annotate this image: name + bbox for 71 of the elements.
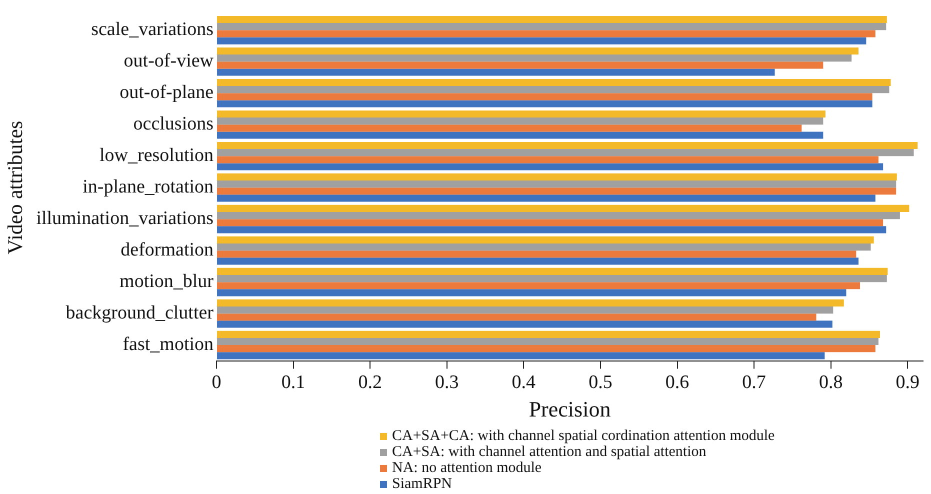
bar — [217, 299, 844, 306]
bar — [217, 330, 880, 338]
bar — [217, 149, 914, 156]
y-tick-label: scale_variations — [91, 19, 214, 40]
bar — [217, 173, 897, 181]
bar — [217, 320, 832, 328]
bar — [217, 68, 775, 76]
y-tick-label: occlusions — [133, 114, 214, 135]
bar — [217, 156, 878, 164]
bar — [217, 226, 886, 234]
bar — [217, 180, 896, 188]
y-tick-label: background_clutter — [66, 302, 214, 324]
bar — [217, 289, 846, 296]
x-tick-label: 0.7 — [742, 372, 766, 394]
y-tick-label: out-of-view — [124, 50, 214, 72]
legend-label: NA: no attention module — [392, 460, 542, 476]
x-tick-label: 0.4 — [512, 372, 536, 394]
legend-label: CA+SA+CA: with channel spatial cordination attention module — [392, 428, 775, 444]
bar — [217, 93, 872, 100]
legend-label: CA+SA: with channel attention and spatial attention — [392, 444, 706, 460]
y-tick-label: illumination_variations — [36, 208, 214, 230]
bar — [217, 268, 888, 275]
bar — [217, 78, 891, 86]
y-tick-label: fast_motion — [122, 334, 214, 356]
bar — [217, 194, 876, 202]
x-tick-label: 0.2 — [358, 372, 382, 394]
y-tick-label: deformation — [120, 240, 214, 261]
bar — [217, 219, 884, 226]
bar — [217, 86, 890, 94]
bar — [217, 124, 802, 132]
bar — [217, 37, 866, 44]
bar — [217, 188, 896, 195]
bar — [217, 236, 874, 244]
bar — [217, 352, 825, 360]
x-tick-label: 0.3 — [435, 372, 459, 394]
y-axis-title: Video attributes — [3, 120, 28, 254]
x-tick-label: 0 — [212, 372, 222, 394]
bar — [217, 118, 824, 125]
bar — [217, 306, 834, 314]
bar — [217, 30, 876, 38]
bar — [217, 258, 858, 265]
bar — [217, 204, 910, 212]
bar — [217, 314, 816, 321]
x-tick-label: 0.5 — [588, 372, 612, 394]
x-tick-label: 0.1 — [281, 372, 306, 394]
bar — [217, 243, 871, 251]
bar — [217, 16, 887, 24]
bar — [217, 163, 884, 170]
bar — [217, 62, 824, 69]
x-tick-label: 0.9 — [896, 372, 920, 394]
y-tick-label: in-plane_rotation — [82, 176, 214, 198]
bar — [217, 100, 872, 108]
y-tick-label: low_resolution — [100, 145, 214, 166]
bar — [217, 345, 876, 352]
bar — [217, 132, 824, 139]
bar — [217, 250, 856, 258]
legend-label: SiamRPN — [392, 476, 452, 492]
x-tick-label: 0.8 — [818, 372, 843, 394]
bar — [217, 338, 878, 346]
bar — [217, 282, 860, 290]
y-tick-label: motion_blur — [120, 271, 214, 292]
y-tick-label: out-of-plane — [120, 82, 214, 104]
bar — [217, 110, 826, 118]
bar — [217, 23, 886, 30]
x-tick-label: 0.6 — [665, 372, 690, 394]
bar — [217, 47, 858, 55]
x-axis-title: Precision — [528, 396, 611, 422]
bar — [217, 274, 887, 282]
bar — [217, 212, 900, 220]
bar — [217, 54, 852, 62]
bar — [217, 142, 918, 150]
